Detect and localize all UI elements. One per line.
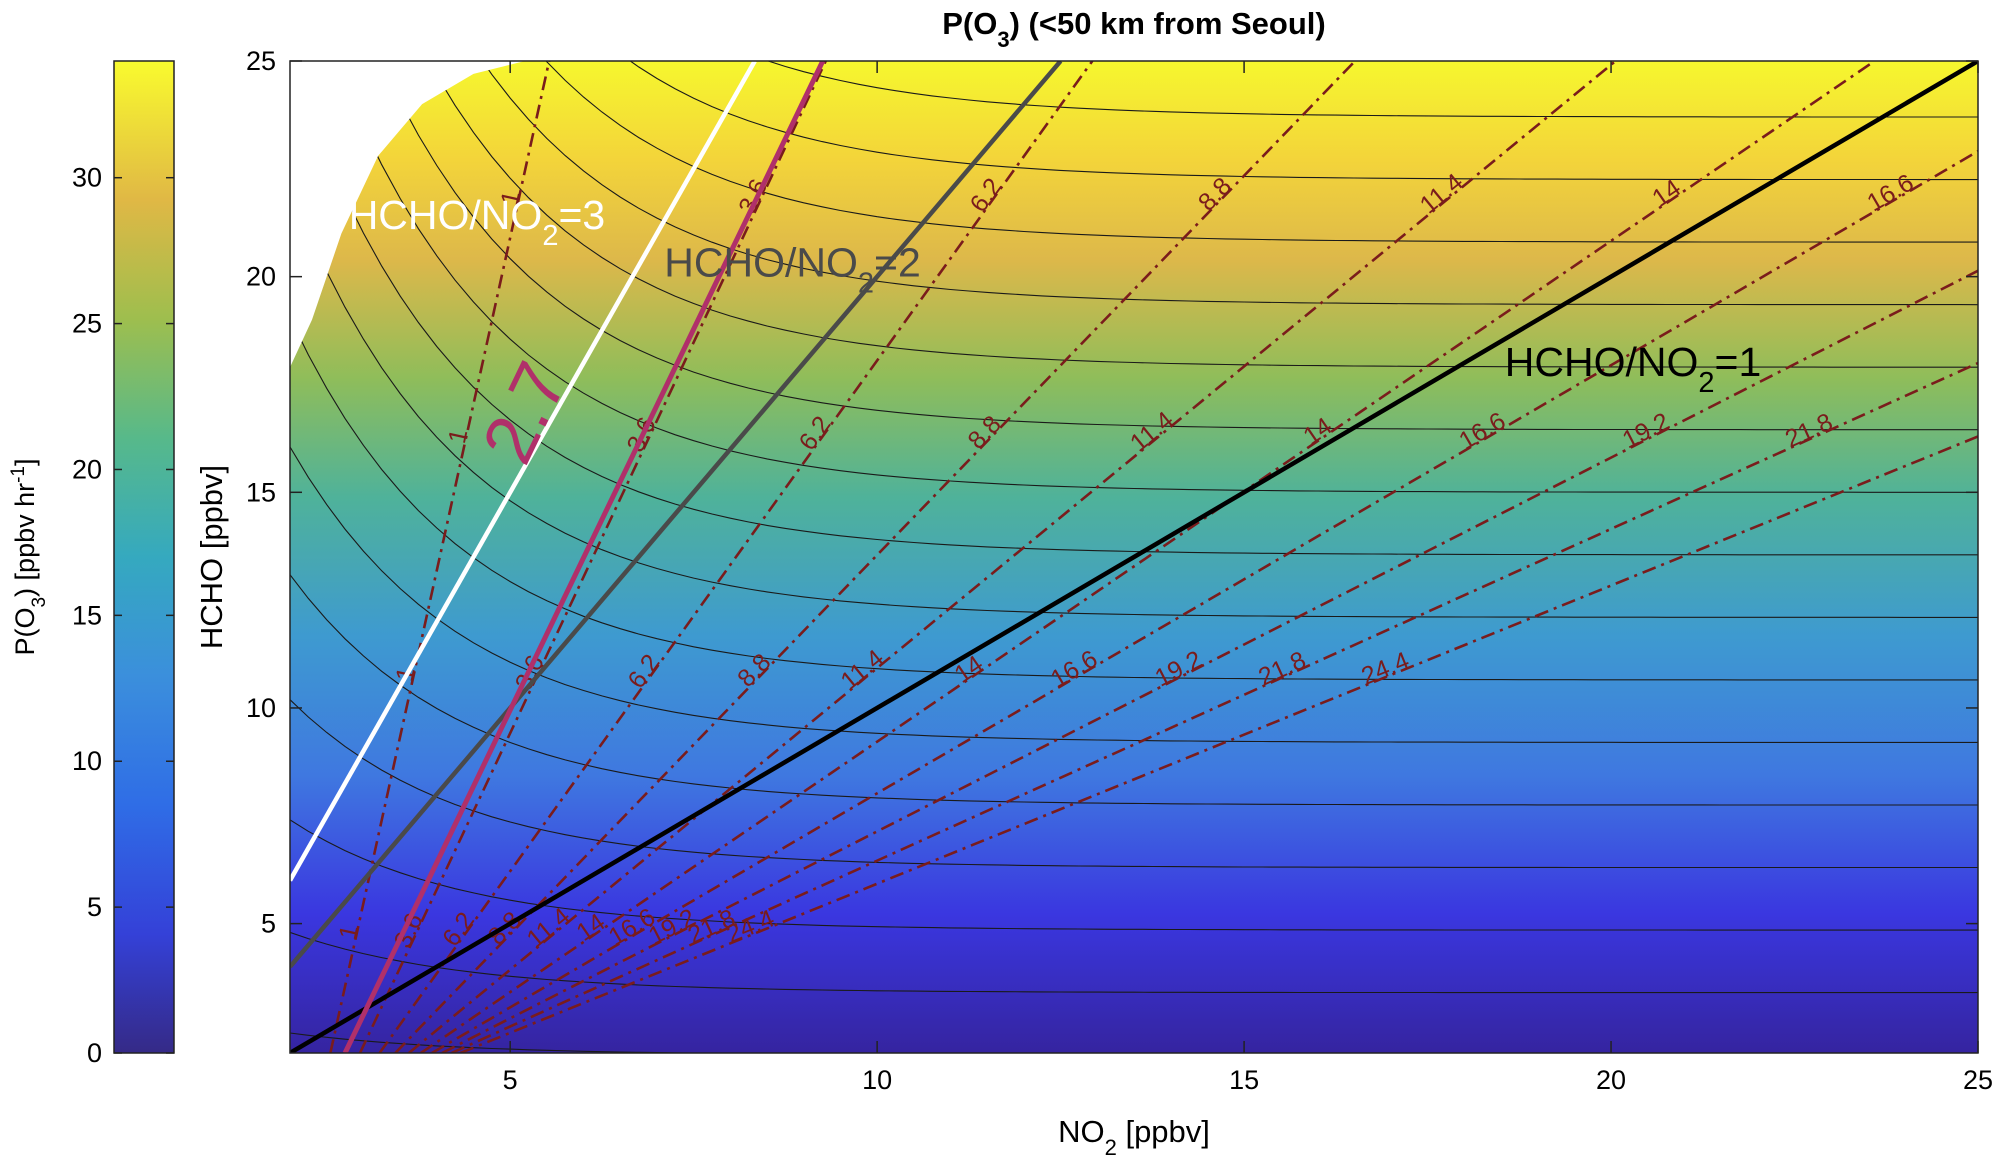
x-axis-label-subscript: 2 xyxy=(1105,1135,1117,1160)
plot-area: 11113.63.63.63.66.26.26.26.28.88.88.88.8… xyxy=(246,46,1993,1095)
y-tick-label: 5 xyxy=(261,909,276,939)
filled-contour-boundary xyxy=(629,61,1978,181)
colorbar-ticks: 0 5 10 15 20 25 30 xyxy=(72,163,174,1068)
colorbar-label-prefix: P(O xyxy=(10,608,40,656)
ratio-label-suffix: =3 xyxy=(558,192,605,238)
x-tick-label: 15 xyxy=(1229,1065,1259,1095)
ratio-line-label: HCHO/NO2=1 xyxy=(1505,339,1762,399)
colorbar-label: P(O3) [ppbv hr-1] xyxy=(8,458,50,655)
colorbar-tick-label: 15 xyxy=(72,600,102,630)
dashed-contour-line xyxy=(358,61,827,1053)
dashed-contour-line xyxy=(420,61,1876,1053)
x-axis-label-suffix: [ppbv] xyxy=(1117,1114,1210,1149)
y-tick-label: 25 xyxy=(246,46,276,76)
colorbar-tick-label: 10 xyxy=(72,746,102,776)
filled-contour-boundary xyxy=(290,931,1978,994)
x-tick-label: 25 xyxy=(1963,1065,1993,1095)
colorbar-tick-label: 0 xyxy=(87,1038,102,1068)
colorbar-label-subscript: 3 xyxy=(29,597,50,608)
ratio-label-suffix: =2 xyxy=(874,240,921,286)
ratio-label-prefix: HCHO/NO xyxy=(664,240,858,286)
colorbar-tick-label: 25 xyxy=(72,309,102,339)
ratio-label-prefix: HCHO/NO xyxy=(349,192,543,238)
chart-title-suffix: ) (<50 km from Seoul) xyxy=(1010,6,1326,41)
filled-contour-boundary xyxy=(428,61,1978,368)
filled-contour-boundary xyxy=(290,446,1978,743)
filled-contour-boundary xyxy=(766,61,1978,118)
plot-frame xyxy=(289,60,1979,1054)
colorbar-label-end: ] xyxy=(10,458,40,466)
dashed-contour-label: 1 xyxy=(443,426,473,446)
colorbar-tick-label: 20 xyxy=(72,454,102,484)
colorbar-fill xyxy=(113,60,175,1054)
y-axis-label: HCHO [ppbv] xyxy=(194,465,229,649)
filled-contour-boundary xyxy=(290,1032,735,1053)
colorbar-label-suffix: ) [ppbv hr xyxy=(10,483,40,597)
x-axis-label: NO2 [ppbv] xyxy=(1058,1114,1210,1160)
y-tick-label: 10 xyxy=(246,693,276,723)
chart-title: P(O3) (<50 km from Seoul) xyxy=(942,6,1325,52)
ratio-line xyxy=(290,61,1978,1053)
ratio-lines xyxy=(290,61,1978,1053)
filled-contour-boundary xyxy=(481,61,1978,306)
x-tick-label: 10 xyxy=(862,1065,892,1095)
filled-contour-boundary xyxy=(379,61,1978,431)
filled-contour-boundary xyxy=(290,574,1978,806)
filled-contour-boundary xyxy=(290,61,1978,556)
filled-contour-boundary xyxy=(290,317,1978,681)
undefined-region-fill xyxy=(290,61,525,368)
ratio-line xyxy=(290,61,757,882)
undefined-region xyxy=(290,61,525,368)
y-tick-label: 15 xyxy=(246,477,276,507)
ratio-line xyxy=(290,61,1063,969)
filled-contour-boundary xyxy=(290,187,1978,618)
ratio-label-subscript: 2 xyxy=(1698,367,1714,399)
x-axis-ticks: 5 10 15 20 25 xyxy=(503,61,1993,1095)
filled-contour-boundary xyxy=(290,819,1978,931)
x-tick-label: 5 xyxy=(503,1065,518,1095)
y-axis-ticks: 5 10 15 20 25 xyxy=(246,46,1978,939)
dashed-contour-line xyxy=(431,149,1978,1053)
filled-contour-boundary xyxy=(545,61,1978,243)
ratio-line-label: HCHO/NO2=3 xyxy=(349,192,605,252)
x-tick-label: 20 xyxy=(1596,1065,1626,1095)
ratio-label-prefix: HCHO/NO xyxy=(1505,339,1699,385)
colorbar-tick-label: 30 xyxy=(72,163,102,193)
dashed-contour-line xyxy=(329,61,551,1053)
colorbar: 0 5 10 15 20 25 30 P(O3) [ppbv hr-1] xyxy=(8,60,175,1068)
ratio-label-subscript: 2 xyxy=(542,220,558,252)
colorbar-tick-label: 5 xyxy=(87,892,102,922)
colorbar-label-superscript: -1 xyxy=(8,466,29,483)
chart-title-subscript: 3 xyxy=(997,27,1009,52)
dashed-contour-line xyxy=(378,61,1094,1053)
highlight-ratio-line xyxy=(342,61,826,1053)
x-axis-label-prefix: NO xyxy=(1058,1114,1105,1149)
ratio-label-suffix: =1 xyxy=(1715,339,1762,385)
ratio-label-subscript: 2 xyxy=(858,268,874,300)
dashed-contour-label: 1 xyxy=(496,188,526,208)
y-tick-label: 20 xyxy=(246,262,276,292)
filled-contour-lines xyxy=(290,61,1978,1053)
ratio-line-label: HCHO/NO2=2 xyxy=(664,240,921,300)
chart-title-prefix: P(O xyxy=(942,6,997,41)
dashed-contour-label: 1 xyxy=(334,922,364,942)
filled-contour-boundary xyxy=(290,699,1978,869)
dashed-contour-line xyxy=(459,435,1978,1053)
